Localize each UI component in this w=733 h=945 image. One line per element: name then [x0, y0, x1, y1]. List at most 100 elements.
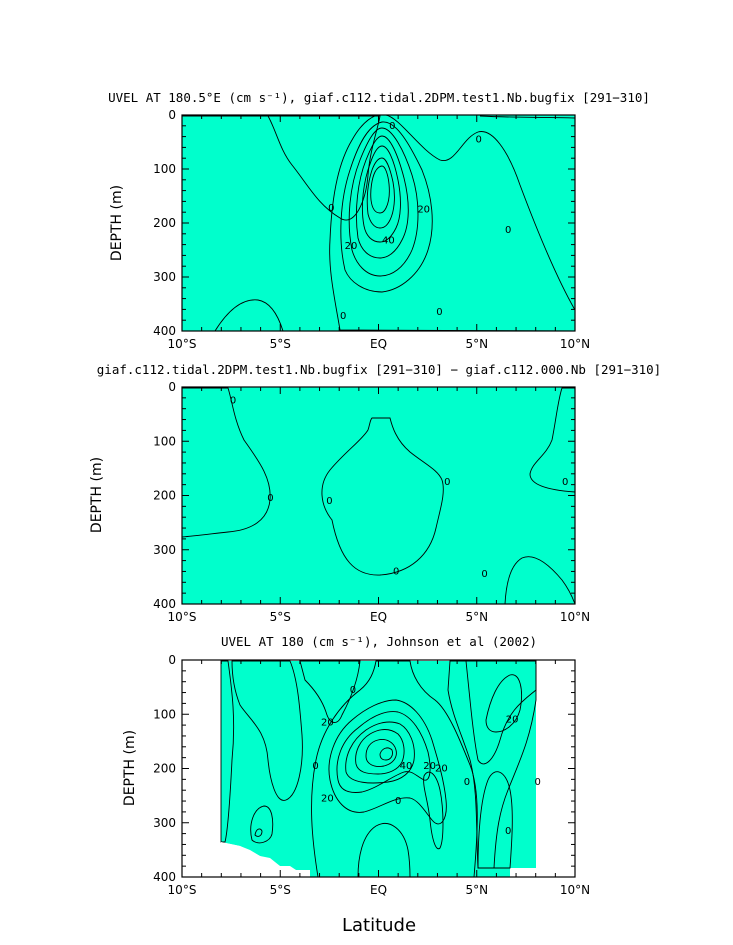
panel-2-title: giaf.c112.tidal.2DPM.test1.Nb.bugfix [29…: [97, 362, 661, 377]
x-tick-label: 5°S: [270, 883, 291, 897]
panel-2-left-positive: [182, 387, 271, 538]
contour-label: 0: [389, 121, 395, 132]
contour-label: 20: [321, 717, 334, 728]
y-tick-label: 100: [153, 707, 176, 721]
panel-1-contour-10: [340, 121, 433, 293]
y-tick-label: 300: [153, 270, 176, 284]
x-tick-label: 5°S: [270, 337, 291, 351]
panel-3-orange-1: [345, 721, 415, 784]
panel-2-y-axis-label: DEPTH (m): [89, 457, 105, 533]
panel-1-field: [182, 115, 575, 331]
contour-label: 20: [345, 241, 358, 252]
panel-2-right-top-positive: [529, 387, 575, 493]
panel-2-bottom-right-positive: [504, 556, 575, 604]
panel-2: giaf.c112.tidal.2DPM.test1.Nb.bugfix [29…: [89, 362, 661, 624]
contour-label: 0: [393, 566, 399, 577]
panel-2-axes: 10°S 5°S EQ 5°N 10°N 0 100 200 300 400: [153, 380, 590, 624]
contour-label: 0: [505, 826, 511, 837]
contour-label: 20: [423, 761, 436, 772]
contour-label: 0: [395, 796, 401, 807]
contour-label: 0: [326, 496, 332, 507]
x-tick-label: 10°S: [168, 610, 197, 624]
y-tick-label: 100: [153, 434, 176, 448]
y-tick-label: 0: [168, 653, 176, 667]
contour-label: 0: [562, 477, 568, 488]
panel-3-y-axis-label: DEPTH (m): [122, 730, 138, 806]
x-tick-label: 5°N: [465, 883, 488, 897]
y-tick-label: 400: [153, 324, 176, 338]
panel-1-contour-labels: 0 0 0 0 0 0 20 40 20: [328, 121, 511, 322]
x-tick-label: 10°N: [560, 883, 590, 897]
x-tick-label: 10°N: [560, 337, 590, 351]
panel-3-title: UVEL AT 180 (cm s⁻¹), Johnson et al (200…: [221, 634, 537, 649]
y-tick-label: 200: [153, 216, 176, 230]
y-tick-label: 0: [168, 108, 176, 122]
y-tick-label: 100: [153, 162, 176, 176]
panel-3-green-left-spot: [250, 805, 274, 844]
panel-3-yellow-core: [336, 711, 431, 793]
panel-3-orange-3: [365, 739, 397, 767]
panel-3-deep-cyan-top: [299, 660, 361, 723]
contour-label: 0: [534, 777, 540, 788]
panel-3-yellowgreen-core: [328, 699, 447, 825]
y-tick-label: 300: [153, 816, 176, 830]
contour-label: 0: [267, 493, 273, 504]
y-tick-label: 200: [153, 762, 176, 776]
panel-3-yellowgreen-right: [465, 660, 537, 765]
contour-label: 0: [350, 685, 356, 696]
contour-label: 0: [230, 396, 236, 407]
panel-1-contour-20: [348, 127, 419, 277]
x-tick-label: 5°N: [465, 610, 488, 624]
x-tick-label: 5°N: [465, 337, 488, 351]
panel-1-positive-region: [329, 115, 575, 331]
contour-label: 0: [436, 307, 442, 318]
contour-label: 20: [321, 793, 334, 804]
panel-3-orange-2: [355, 729, 405, 775]
panel-3-cyan-left: [231, 660, 303, 801]
x-axis-label: Latitude: [342, 915, 416, 936]
panel-1-y-axis-label: DEPTH (m): [109, 185, 125, 261]
contour-label: 0: [481, 569, 487, 580]
contour-label: 40: [400, 761, 413, 772]
contour-label: 0: [464, 777, 470, 788]
contour-label: 0: [444, 477, 450, 488]
panel-3-cyan-bottom-right: [477, 771, 513, 869]
y-tick-label: 200: [153, 489, 176, 503]
panel-3-orange-max: [379, 747, 393, 761]
contour-label: 0: [328, 203, 334, 214]
panel-1-title: UVEL AT 180.5°E (cm s⁻¹), giaf.c112.tida…: [108, 90, 650, 105]
panel-3-yellow-left-spot: [254, 828, 263, 837]
x-tick-label: EQ: [370, 610, 387, 624]
contour-label: 0: [476, 134, 482, 145]
contour-label: 0: [312, 761, 318, 772]
panel-2-center-positive: [321, 417, 444, 576]
y-tick-label: 0: [168, 380, 176, 394]
panel-1-contour-30: [356, 135, 409, 259]
panel-1-cyan-region: [182, 115, 381, 221]
panel-3-background: [221, 661, 536, 877]
panel-1-positive-bottom-left: [214, 299, 284, 331]
panel-1-contour-50: [366, 157, 395, 229]
panel-1-contour-zero-top: [479, 115, 575, 119]
panel-3-field: [220, 660, 537, 877]
panel-2-contour-labels: 0 0 0 0 0 0 0: [230, 396, 568, 581]
x-tick-label: 10°S: [168, 883, 197, 897]
contour-label: 20: [435, 764, 448, 775]
contour-label: 40: [382, 235, 395, 246]
panel-3: UVEL AT 180 (cm s⁻¹), Johnson et al (200…: [122, 634, 590, 936]
x-tick-label: 5°S: [270, 610, 291, 624]
y-tick-label: 400: [153, 870, 176, 884]
panel-3-cyan-bottom-center: [357, 823, 411, 877]
x-tick-label: EQ: [370, 337, 387, 351]
panel-3-green-left: [220, 660, 235, 843]
x-tick-label: 10°N: [560, 610, 590, 624]
panel-3-no-data-edge: [221, 842, 310, 877]
contour-label: 0: [505, 225, 511, 236]
contour-label: 0: [340, 311, 346, 322]
y-tick-label: 300: [153, 543, 176, 557]
panel-1: UVEL AT 180.5°E (cm s⁻¹), giaf.c112.tida…: [108, 90, 650, 351]
y-tick-label: 400: [153, 597, 176, 611]
